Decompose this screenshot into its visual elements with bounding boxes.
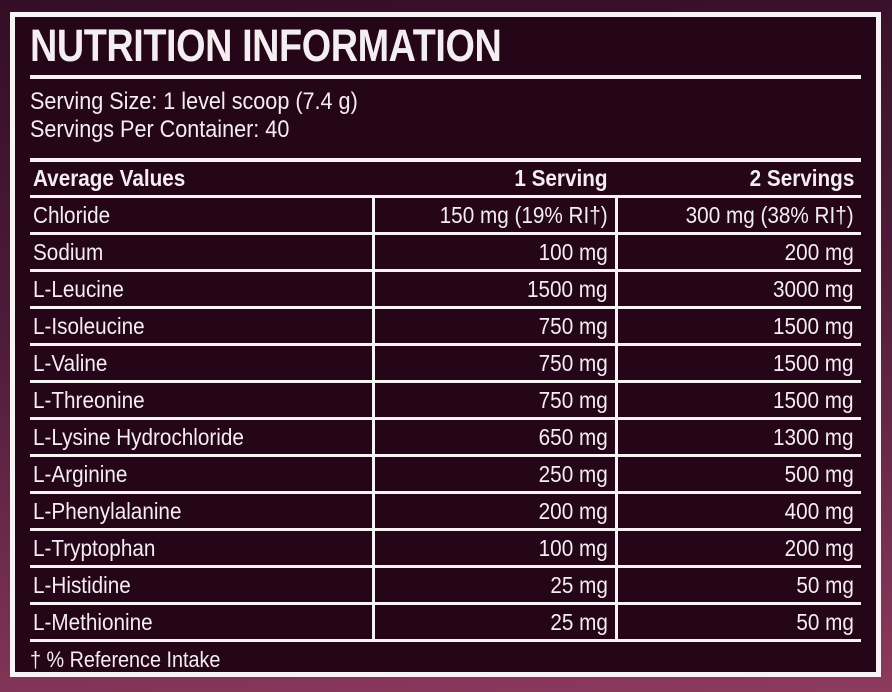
table-row: L-Arginine 250 mg 500 mg: [30, 457, 861, 494]
nutrition-table: Average Values 1 Serving 2 Servings Chlo…: [30, 158, 861, 642]
table-row: Sodium 100 mg 200 mg: [30, 235, 861, 272]
nutrient-name-cell: L-Tryptophan: [33, 534, 156, 561]
serving1-value-cell: 650 mg: [372, 420, 615, 454]
serving2-value-cell: 1300 mg: [615, 420, 861, 454]
serving2-value-cell: 50 mg: [615, 605, 861, 639]
nutrient-name-cell: L-Phenylalanine: [33, 497, 182, 524]
serving2-value-cell: 1500 mg: [615, 383, 861, 417]
nutrient-name-cell: L-Methionine: [33, 608, 153, 635]
serving1-value-cell: 1500 mg: [372, 272, 615, 306]
table-row: L-Phenylalanine 200 mg 400 mg: [30, 494, 861, 531]
nutrition-panel: NUTRITION INFORMATION Serving Size: 1 le…: [10, 12, 881, 677]
nutrient-name-cell: L-Valine: [33, 349, 108, 376]
table-row: L-Valine 750 mg 1500 mg: [30, 346, 861, 383]
table-row: L-Leucine 1500 mg 3000 mg: [30, 272, 861, 309]
serving1-value-cell: 100 mg: [372, 531, 615, 565]
table-row: Chloride 150 mg (19% RI†) 300 mg (38% RI…: [30, 198, 861, 235]
serving1-value-cell: 25 mg: [372, 605, 615, 639]
serving2-value-cell: 500 mg: [615, 457, 861, 491]
serving1-value-cell: 200 mg: [372, 494, 615, 528]
serving1-value-cell: 750 mg: [372, 383, 615, 417]
serving2-value-cell: 200 mg: [615, 235, 861, 269]
nutrient-name-cell: L-Threonine: [33, 386, 145, 413]
table-row: L-Histidine 25 mg 50 mg: [30, 568, 861, 605]
table-row: L-Lysine Hydrochloride 650 mg 1300 mg: [30, 420, 861, 457]
serving2-value-cell: 50 mg: [615, 568, 861, 602]
nutrient-name-cell: Sodium: [33, 238, 104, 265]
serving2-value-cell: 3000 mg: [615, 272, 861, 306]
nutrient-name-cell: L-Isoleucine: [33, 312, 145, 339]
serving1-value-cell: 25 mg: [372, 568, 615, 602]
serving2-value-cell: 400 mg: [615, 494, 861, 528]
serving2-value-cell: 1500 mg: [615, 309, 861, 343]
table-row: L-Isoleucine 750 mg 1500 mg: [30, 309, 861, 346]
serving1-value-cell: 750 mg: [372, 346, 615, 380]
title-underline: [30, 75, 861, 79]
serving1-value-cell: 750 mg: [372, 309, 615, 343]
serving2-value-cell: 200 mg: [615, 531, 861, 565]
table-row: L-Threonine 750 mg 1500 mg: [30, 383, 861, 420]
reference-intake-footnote: † % Reference Intake: [30, 647, 221, 672]
nutrient-name-cell: L-Lysine Hydrochloride: [33, 423, 244, 450]
table-header-row: Average Values 1 Serving 2 Servings: [30, 162, 861, 198]
header-average-values: Average Values: [33, 165, 186, 191]
nutrient-name-cell: Chloride: [33, 201, 111, 228]
nutrient-name-cell: L-Arginine: [33, 460, 128, 487]
serving2-value-cell: 300 mg (38% RI†): [615, 198, 861, 232]
page-title: NUTRITION INFORMATION: [30, 20, 502, 71]
serving1-value-cell: 150 mg (19% RI†): [372, 198, 615, 232]
header-2-servings: 2 Servings: [749, 165, 854, 191]
header-1-serving: 1 Serving: [514, 165, 608, 191]
table-row: L-Methionine 25 mg 50 mg: [30, 605, 861, 642]
serving2-value-cell: 1500 mg: [615, 346, 861, 380]
servings-per-container-text: Servings Per Container: 40: [30, 116, 290, 143]
nutrient-name-cell: L-Histidine: [33, 571, 131, 598]
serving-size-text: Serving Size: 1 level scoop (7.4 g): [30, 88, 358, 115]
serving1-value-cell: 250 mg: [372, 457, 615, 491]
nutrient-name-cell: L-Leucine: [33, 275, 124, 302]
table-row: L-Tryptophan 100 mg 200 mg: [30, 531, 861, 568]
serving1-value-cell: 100 mg: [372, 235, 615, 269]
